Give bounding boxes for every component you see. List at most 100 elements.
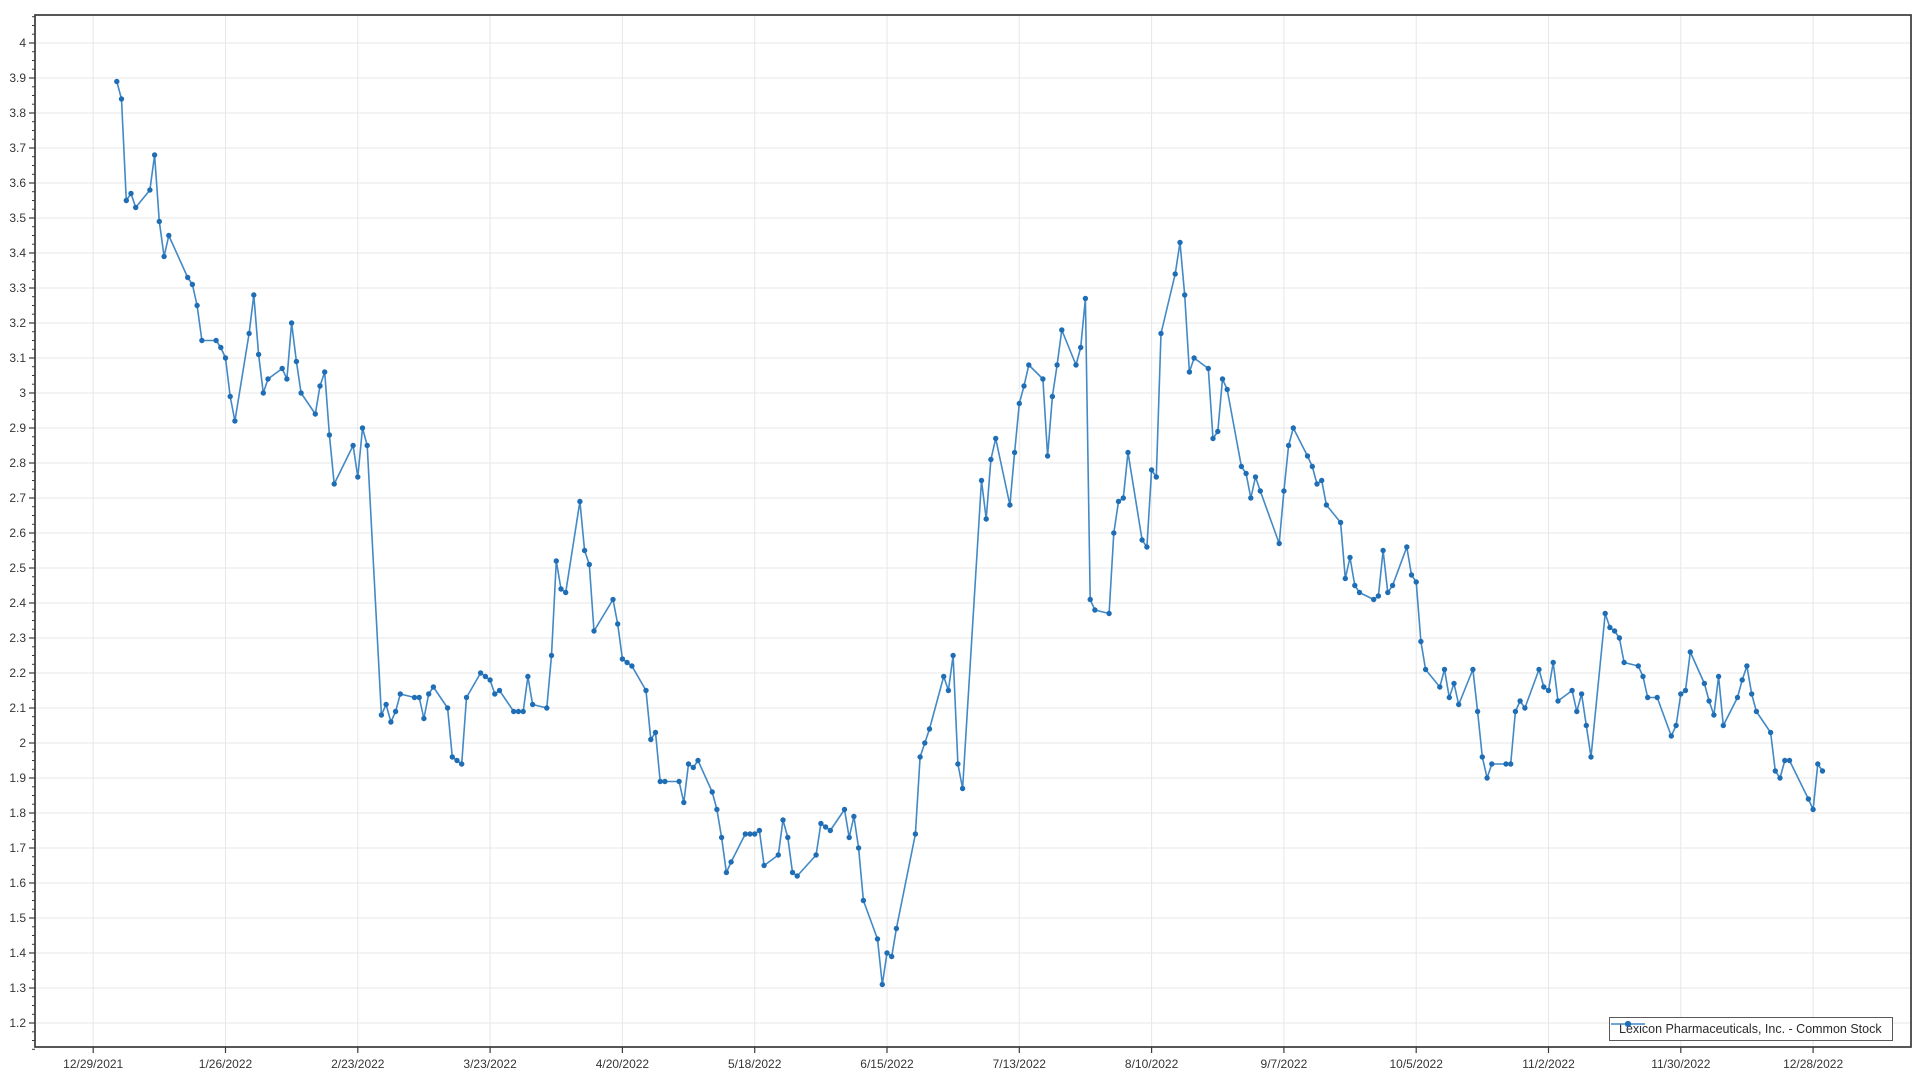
data-point-marker (1158, 330, 1164, 337)
data-point-marker (227, 393, 233, 400)
data-point-marker (520, 708, 526, 715)
data-point-marker (1810, 806, 1816, 813)
data-point-marker (695, 757, 701, 764)
data-point-marker (1687, 649, 1694, 655)
data-point-marker (185, 274, 191, 281)
y-tick-label: 1.7 (9, 841, 26, 855)
data-point-marker (1238, 463, 1245, 470)
data-point-marker (1252, 474, 1259, 480)
data-point-marker (151, 152, 158, 158)
data-point-marker (544, 705, 550, 711)
x-axis: 12/29/2021 1/26/2022 2/23/2022 3/23/2022 4/2… (63, 1047, 1843, 1071)
data-point-marker (350, 442, 356, 449)
x-tick-label: 11/30/2022 (1651, 1057, 1710, 1071)
data-point-marker (1715, 673, 1722, 680)
data-point-marker (1819, 768, 1826, 774)
data-point-marker (199, 337, 205, 344)
x-tick-label: 4/20/2022 (596, 1057, 650, 1071)
data-point-marker (780, 817, 786, 823)
data-point-marker (1078, 344, 1084, 351)
data-point-marker (388, 719, 394, 725)
data-point-marker (1248, 495, 1254, 501)
data-point-marker (383, 701, 389, 708)
data-point-marker (794, 873, 800, 879)
data-point-marker (255, 351, 262, 358)
data-point-marker (454, 757, 460, 764)
x-tick-label: 10/5/2022 (1390, 1057, 1444, 1071)
data-point-marker (213, 337, 219, 344)
gridlines (36, 16, 1910, 1046)
data-point-marker (1304, 453, 1311, 459)
data-point-marker (1621, 659, 1627, 666)
data-point-marker (326, 432, 333, 438)
data-point-marker (1054, 362, 1060, 368)
data-point-marker (1285, 442, 1292, 449)
data-point-marker (1290, 425, 1297, 431)
data-point-marker (397, 691, 403, 697)
data-point-marker (1026, 362, 1032, 368)
data-point-marker (1782, 757, 1788, 764)
data-point-marker (1281, 488, 1287, 494)
data-point-marker (1177, 239, 1183, 246)
data-point-marker (553, 558, 559, 564)
data-point-marker (1059, 327, 1065, 333)
data-point-marker (1569, 687, 1575, 694)
data-point-marker (1574, 708, 1580, 715)
data-point-marker (1706, 698, 1712, 704)
data-point-marker (978, 477, 985, 484)
data-point-marker (884, 950, 890, 956)
data-point-marker (591, 628, 597, 634)
data-point-marker (317, 383, 323, 389)
data-point-marker (1007, 502, 1013, 508)
data-point-marker (1777, 775, 1783, 781)
data-point-marker (1385, 589, 1391, 596)
data-point-marker (1749, 691, 1755, 697)
data-point-marker (988, 456, 994, 463)
data-point-marker (444, 705, 451, 711)
data-point-marker (1588, 754, 1594, 760)
data-point-marker (426, 691, 432, 697)
data-point-marker (1682, 687, 1689, 694)
data-point-marker (813, 852, 819, 858)
data-point-marker (893, 925, 900, 932)
data-point-marker (1645, 694, 1651, 701)
data-point-marker (392, 708, 399, 715)
data-point-marker (411, 694, 418, 701)
y-tick-label: 2 (19, 736, 26, 750)
y-tick-label: 1.3 (9, 981, 26, 995)
data-point-marker (482, 673, 489, 680)
data-point-marker (421, 715, 427, 722)
data-point-marker (615, 621, 621, 627)
data-point-marker (912, 831, 919, 837)
data-point-marker (955, 761, 961, 767)
data-point-marker (1786, 757, 1793, 764)
y-tick-label: 2.2 (9, 666, 26, 680)
data-point-marker (1120, 495, 1127, 501)
data-point-marker (1040, 376, 1046, 382)
data-point-marker (1371, 596, 1377, 603)
x-tick-label: 12/28/2022 (1783, 1057, 1843, 1071)
data-point-marker (161, 253, 167, 260)
data-point-marker (1484, 775, 1490, 781)
data-point-marker (624, 659, 630, 666)
data-point-marker (922, 740, 928, 746)
data-point-marker (492, 691, 498, 697)
data-point-marker (756, 827, 763, 834)
data-point-marker (1555, 698, 1561, 704)
series-lexicon-pharmaceuticals-inc-common-stock[interactable] (114, 78, 1826, 988)
data-point-marker (1418, 638, 1424, 645)
y-tick-label: 1.8 (9, 806, 26, 820)
data-point-marker (260, 390, 266, 396)
data-point-marker (128, 190, 134, 197)
data-point-marker (1805, 796, 1812, 802)
data-point-marker (1470, 666, 1476, 673)
data-point-marker (1186, 369, 1193, 375)
y-tick-label: 2.7 (9, 491, 26, 505)
y-tick-label: 1.5 (9, 911, 26, 925)
data-point-marker (1474, 708, 1481, 715)
chart-legend[interactable]: Lexicon Pharmaceuticals, Inc. - Common S… (1609, 1017, 1893, 1041)
data-point-marker (1753, 708, 1760, 715)
data-point-marker (1319, 477, 1325, 484)
